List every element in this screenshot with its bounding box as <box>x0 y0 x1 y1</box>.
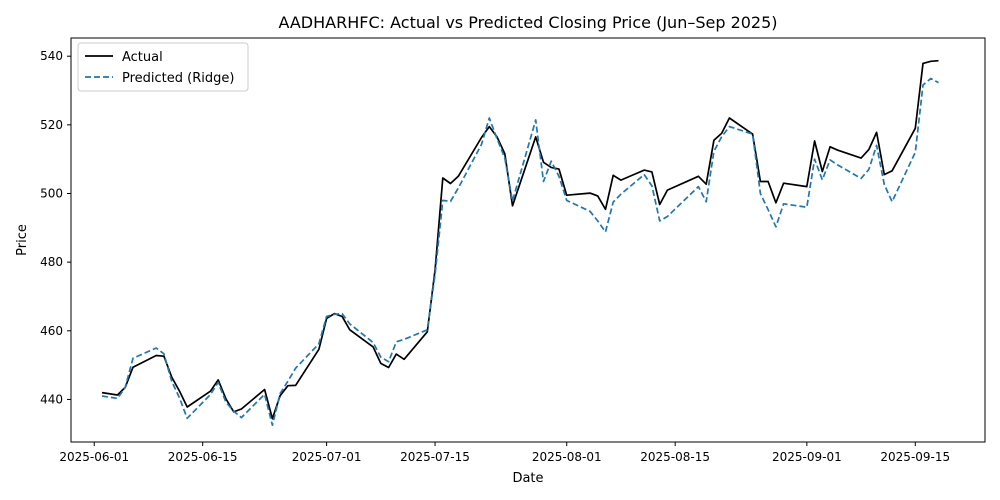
x-tick-label: 2025-08-01 <box>532 450 602 464</box>
x-tick-label: 2025-06-15 <box>168 450 238 464</box>
series-line-actual <box>101 59 939 420</box>
x-axis-label: Date <box>512 471 543 486</box>
y-axis-label: Price <box>15 224 30 256</box>
x-tick-label: 2025-09-01 <box>772 450 842 464</box>
y-tick-label: 500 <box>40 186 63 200</box>
x-tick-label: 2025-07-15 <box>400 450 470 464</box>
y-tick-label: 460 <box>40 324 63 338</box>
legend-label-actual: Actual <box>122 50 163 65</box>
x-tick-label: 2025-06-01 <box>59 450 129 464</box>
legend-box <box>77 42 249 92</box>
x-tick-label: 2025-07-01 <box>292 450 362 464</box>
legend-label-predicted: Predicted (Ridge) <box>122 71 234 86</box>
axes-ticks: 440 460 480 500 520 540 2025-06-01 2025-06-15 20… <box>40 49 950 464</box>
y-tick-label: 480 <box>40 255 63 269</box>
y-tick-label: 440 <box>40 392 63 406</box>
y-tick-label: 540 <box>40 49 63 63</box>
legend: Actual Predicted (Ridge) <box>77 42 249 92</box>
x-tick-label: 2025-08-15 <box>640 450 710 464</box>
series-lines <box>101 59 939 427</box>
x-tick-label: 2025-09-15 <box>880 450 950 464</box>
y-tick-label: 520 <box>40 118 63 132</box>
series-line-predicted <box>101 77 939 427</box>
plot-frame <box>70 37 986 443</box>
chart-title: AADHARHFC: Actual vs Predicted Closing P… <box>278 13 777 32</box>
